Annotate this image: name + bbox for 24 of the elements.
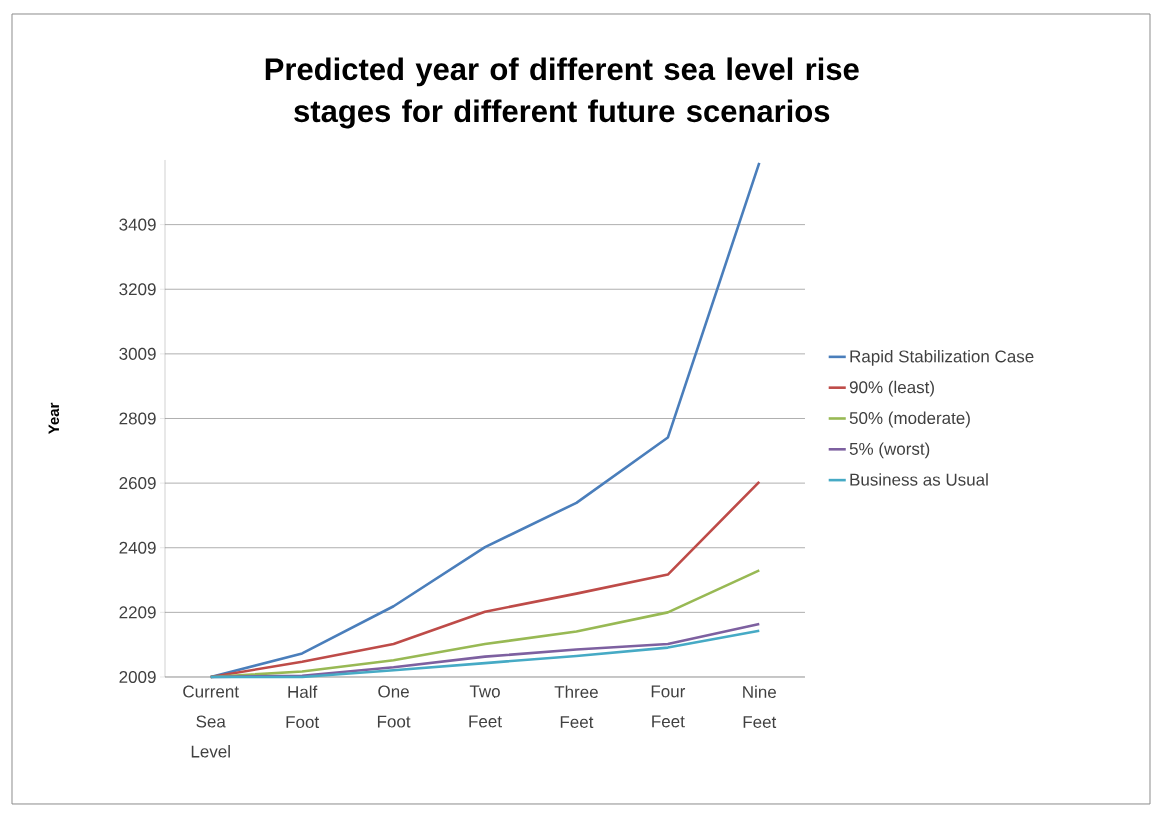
y-tick-label: 2009 [119, 670, 156, 684]
legend-label: 90% (least) [849, 380, 934, 397]
x-tick-label: Three Feet [554, 685, 598, 729]
y-axis-title: Year [48, 402, 60, 435]
x-tick-label: Current Sea Level [183, 685, 239, 758]
y-tick-label: 3009 [119, 347, 156, 360]
y-tick-label: 2409 [119, 541, 156, 554]
y-tick-label: 2809 [119, 412, 156, 425]
y-tick-label: 2609 [119, 477, 156, 490]
legend-label: Rapid Stabilization Case [850, 349, 1034, 366]
chart-title: Predicted year of different sea level rise stages for different future scenarios [265, 57, 859, 129]
y-tick-label: 3209 [119, 283, 156, 296]
x-tick-label: Half Foot [286, 685, 320, 729]
y-tick-label: 2209 [119, 606, 156, 619]
legend-label: 5% (worst) [849, 442, 930, 459]
x-tick-label: Four Feet [651, 685, 686, 728]
x-tick-label: Nine Feet [743, 685, 777, 729]
x-tick-label: Two Feet [469, 685, 502, 728]
x-tick-label: One Foot [377, 685, 411, 728]
legend-label: 50% (moderate) [849, 411, 970, 428]
line-series [209, 161, 761, 679]
legend-label: Business as Usual [850, 473, 988, 486]
y-tick-label: 3409 [119, 218, 156, 231]
line-series [209, 480, 761, 679]
